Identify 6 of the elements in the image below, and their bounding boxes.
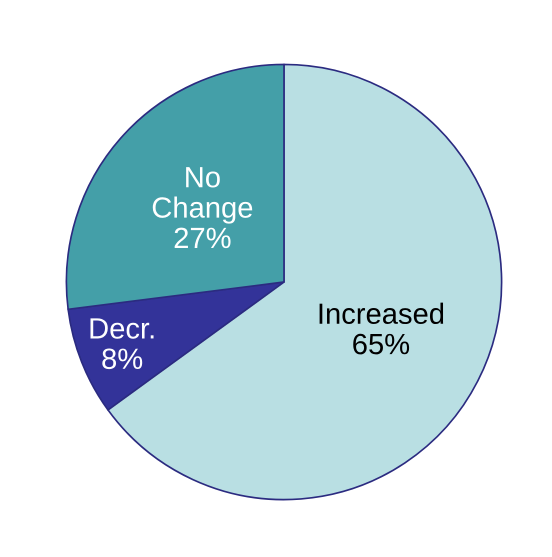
slice-label: Increased — [320, 302, 444, 324]
data-label: 65% — [353, 334, 410, 354]
data-label: 27% — [174, 228, 231, 248]
data-label: 8% — [102, 348, 142, 370]
slice-label: Decr. — [90, 318, 154, 339]
slice-label: No Change — [152, 167, 252, 224]
